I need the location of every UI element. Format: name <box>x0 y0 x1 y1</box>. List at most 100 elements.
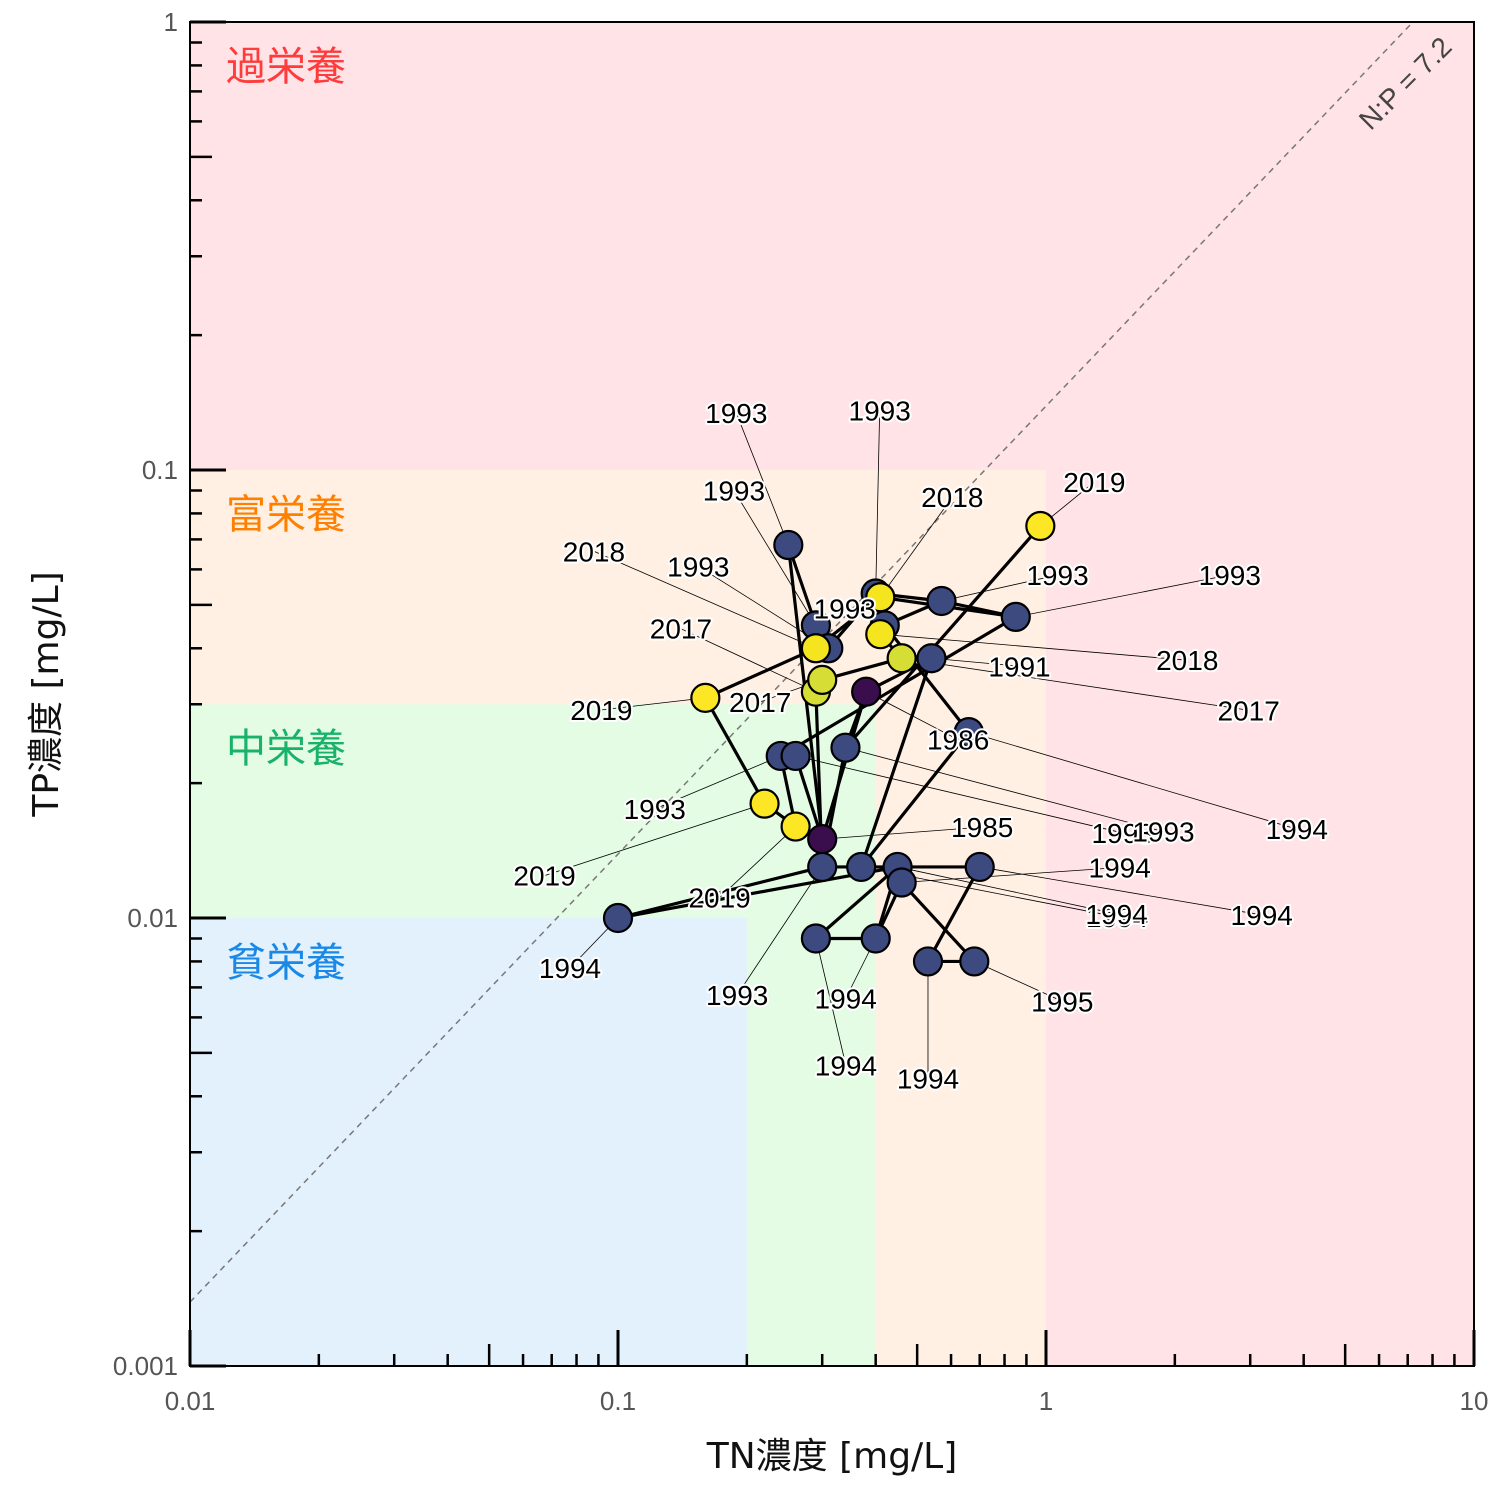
zone-label-1: 富栄養 <box>226 492 346 538</box>
leader-line-26 <box>901 657 1249 711</box>
point-label-4: 1993 <box>703 475 765 506</box>
point-label-28: 2018 <box>921 482 983 513</box>
leader-line-1 <box>865 691 959 741</box>
data-point-25 <box>807 664 838 695</box>
data-point-29 <box>865 619 896 650</box>
point-label-0: 1985 <box>951 812 1013 843</box>
data-point-16 <box>846 851 877 883</box>
data-point-1 <box>851 676 882 707</box>
point-label-26: 2017 <box>1218 695 1280 726</box>
data-point-31 <box>749 788 780 819</box>
point-label-12: 1993 <box>1132 817 1194 848</box>
leader-line-17 <box>897 866 1117 915</box>
data-point-33 <box>1025 510 1056 542</box>
data-point-26 <box>886 643 917 674</box>
point-label-6: 1993 <box>849 396 911 427</box>
label-leader-lines <box>544 410 1297 1079</box>
x-tick-label-1: 0.1 <box>600 1386 636 1416</box>
trajectory-segment-0 <box>820 690 868 841</box>
data-point-13 <box>807 851 838 883</box>
data-point-30 <box>690 682 721 713</box>
x-tick-label-2: 1 <box>1039 1386 1053 1416</box>
data-point-32 <box>780 811 811 842</box>
leader-line-20 <box>815 938 847 1066</box>
trajectory-segment-32 <box>703 696 767 806</box>
point-label-22: 1994 <box>897 1063 959 1094</box>
point-label-24: 2017 <box>650 614 712 645</box>
point-label-14: 1994 <box>1266 814 1328 845</box>
y-axis-title: TP濃度 [mg/L] <box>26 571 67 817</box>
leader-line-19 <box>979 866 1262 916</box>
trophic-zones <box>190 22 1474 1366</box>
point-label-25: 2017 <box>729 687 791 718</box>
trajectory-segment-21 <box>900 880 976 964</box>
leader-line-3 <box>735 412 789 546</box>
trajectory-segment-15 <box>616 865 824 920</box>
data-point-3 <box>773 529 804 561</box>
leader-line-31 <box>544 803 765 877</box>
leader-line-24 <box>680 628 817 693</box>
point-label-29: 2018 <box>1156 645 1218 676</box>
data-point-22 <box>912 946 944 977</box>
y-tick-label-2: 0.1 <box>142 455 178 485</box>
leader-line-6 <box>875 410 881 594</box>
trajectory-segment-35 <box>843 524 1042 750</box>
data-point-21 <box>860 923 891 954</box>
point-label-27: 2018 <box>563 536 625 567</box>
data-point-2 <box>916 643 947 674</box>
leader-line-18 <box>901 867 1120 883</box>
point-label-3: 1993 <box>705 398 767 429</box>
data-points <box>602 510 1056 977</box>
point-label-30: 2019 <box>570 695 632 726</box>
leader-line-13 <box>736 866 823 996</box>
data-point-14 <box>953 716 984 748</box>
data-point-15 <box>602 902 634 934</box>
point-label-11: 1993 <box>1091 818 1153 849</box>
data-point-23 <box>959 946 990 977</box>
trajectory-segment-13 <box>883 623 971 734</box>
zone-label-2: 中栄養 <box>226 726 346 772</box>
zone-label-0: 過栄養 <box>226 44 346 90</box>
point-label-21: 1994 <box>815 983 877 1014</box>
y-tick-label-0: 0.001 <box>113 1351 178 1381</box>
point-label-19: 1994 <box>1231 900 1293 931</box>
leader-line-10 <box>654 755 781 810</box>
leader-line-30 <box>601 697 706 711</box>
trajectory-segment-19 <box>814 865 900 941</box>
data-point-0 <box>807 824 838 855</box>
data-point-11 <box>780 740 811 772</box>
axes: 0.01 0.1 1 10 0.001 0.01 0.1 1 <box>113 7 1489 1416</box>
point-label-15: 1994 <box>539 953 601 984</box>
leader-line-0 <box>822 826 983 840</box>
point-label-2: 1991 <box>988 651 1050 682</box>
data-point-19 <box>964 851 995 883</box>
point-label-13: 1993 <box>706 980 768 1011</box>
x-tick-label-3: 10 <box>1460 1386 1489 1416</box>
trajectory-segment-5 <box>859 656 934 869</box>
point-label-23: 1995 <box>1031 986 1093 1017</box>
leader-line-8 <box>1015 574 1230 618</box>
leader-line-23 <box>974 961 1063 1002</box>
point-label-1: 1986 <box>927 725 989 756</box>
data-point-18 <box>886 867 917 898</box>
leader-line-27 <box>593 550 817 649</box>
x-tick-label-0: 0.01 <box>165 1386 216 1416</box>
data-point-7 <box>926 585 957 617</box>
trajectory-segment-31 <box>703 646 818 700</box>
leader-line-29 <box>880 633 1188 661</box>
point-label-31: 2019 <box>513 861 575 892</box>
point-label-9: 1993 <box>814 593 876 624</box>
leader-line-11 <box>795 755 1123 834</box>
data-point-8 <box>1000 601 1031 633</box>
data-point-27 <box>800 633 832 664</box>
y-tick-label-3: 1 <box>164 7 178 37</box>
point-label-8: 1993 <box>1199 560 1261 591</box>
y-tick-label-1: 0.01 <box>127 903 178 933</box>
point-label-20: 1994 <box>815 1050 877 1081</box>
leader-line-4 <box>733 490 817 626</box>
point-label-17: 1994 <box>1085 899 1147 930</box>
leader-line-7 <box>941 574 1058 602</box>
leader-line-32 <box>719 826 796 898</box>
